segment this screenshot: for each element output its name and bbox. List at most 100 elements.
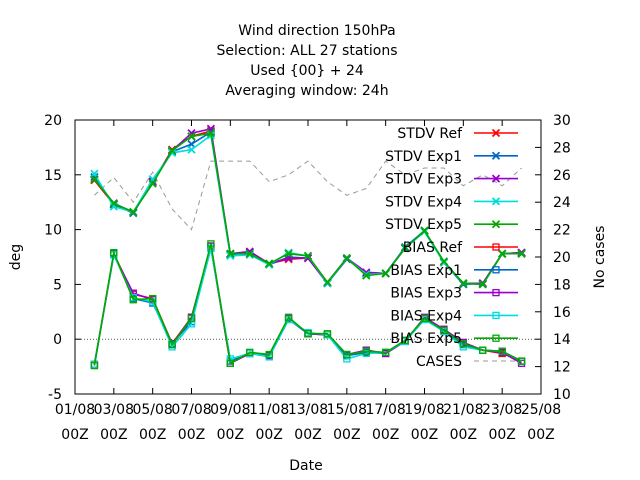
marker-stroke (226, 249, 235, 258)
legend-item: STDV Exp4 (385, 194, 518, 210)
point-marker (187, 314, 196, 323)
point-marker (207, 240, 215, 248)
marker-stroke (491, 197, 501, 206)
x-tick-label: 19/08 (404, 402, 444, 418)
marker-stroke (491, 220, 501, 229)
point-marker (265, 350, 273, 359)
legend-label: STDV Exp4 (385, 194, 462, 210)
point-marker (491, 151, 501, 160)
point-marker (90, 361, 99, 370)
legend-item: BIAS Exp5 (390, 331, 518, 347)
legend-item: BIAS Exp4 (390, 308, 518, 324)
point-marker (439, 257, 449, 266)
point-marker (420, 226, 429, 235)
marker-stroke (459, 279, 468, 288)
point-marker (492, 243, 500, 251)
y-tick-label: 0 (53, 332, 62, 348)
series-layer (90, 124, 526, 370)
marker-stroke (491, 174, 501, 183)
x-tick-label-time: 00Z (217, 427, 244, 443)
point-marker (226, 249, 235, 258)
point-marker (400, 244, 410, 253)
x-tick-label: 25/08 (521, 402, 561, 418)
legend-label: BIAS Exp3 (390, 286, 462, 302)
y2-tick-label: 20 (553, 250, 571, 266)
x-tick-label: 01/08 (55, 402, 95, 418)
marker-stroke (517, 249, 526, 258)
x-tick-label: 03/08 (94, 402, 134, 418)
point-marker (148, 179, 157, 188)
series-bias-exp5 (90, 240, 526, 370)
point-marker (440, 326, 448, 335)
point-marker (168, 341, 176, 349)
marker-stroke (187, 129, 196, 138)
point-marker (342, 253, 351, 263)
point-marker (362, 347, 370, 355)
x-tick-label-time: 00Z (61, 427, 88, 443)
y2-axis-label: No cases (592, 226, 608, 289)
x-tick-label-time: 00Z (372, 427, 399, 443)
y-tick-label: 15 (44, 168, 62, 184)
marker-stroke (323, 278, 332, 287)
marker-stroke (284, 249, 293, 258)
legend: STDV Ref STDV Exp1 STDV Exp3 STDV Exp4 STDV … (385, 126, 518, 370)
legend-item: CASES (416, 354, 518, 370)
y-axis-label: deg (8, 244, 24, 270)
point-marker (90, 172, 99, 182)
point-marker (491, 197, 501, 206)
marker-stroke (498, 249, 507, 258)
marker-stroke (439, 257, 449, 266)
legend-item: STDV Exp3 (385, 172, 518, 188)
point-marker (206, 129, 216, 138)
point-marker (303, 251, 313, 261)
x-tick-label: 13/08 (288, 402, 328, 418)
point-marker (362, 271, 371, 280)
point-marker (187, 132, 196, 141)
point-marker (401, 336, 409, 344)
marker-stroke (206, 129, 216, 138)
point-marker (479, 346, 487, 354)
point-marker (304, 330, 312, 338)
point-marker (420, 314, 429, 323)
y2-tick-label: 24 (553, 195, 571, 211)
y-axis-left: 20 15 10 5 0 -5 (44, 113, 541, 403)
legend-label: STDV Ref (397, 126, 463, 142)
series-line (93, 248, 522, 365)
point-marker (323, 278, 332, 287)
marker-stroke (342, 253, 351, 263)
marker-stroke (187, 145, 196, 154)
point-marker (459, 339, 467, 348)
x-tick-label: 07/08 (171, 402, 211, 418)
y2-tick-label: 10 (553, 387, 571, 403)
series-bias-ref (90, 242, 526, 369)
marker-stroke (381, 269, 390, 278)
y-axis-right: 30 28 26 24 22 20 18 16 14 12 10 (535, 113, 571, 403)
point-marker (246, 348, 254, 357)
x-tick-label-time: 00Z (527, 427, 554, 443)
point-marker (343, 355, 351, 363)
legend-label: STDV Exp1 (385, 149, 462, 165)
legend-label: BIAS Exp4 (390, 308, 462, 324)
series-cases (94, 160, 522, 231)
y-tick-label: 10 (44, 223, 62, 239)
series-line (93, 243, 522, 366)
x-tick-label-time: 00Z (488, 427, 515, 443)
x-tick-label-time: 00Z (255, 427, 282, 443)
legend-item: STDV Exp1 (385, 149, 518, 165)
point-marker (492, 288, 500, 297)
point-marker (498, 347, 506, 355)
point-marker (129, 296, 137, 304)
legend-label: STDV Exp3 (385, 172, 462, 188)
marker-stroke (303, 253, 313, 263)
point-marker (492, 266, 500, 274)
marker-stroke (187, 132, 196, 141)
point-marker (491, 174, 501, 183)
point-marker (498, 249, 507, 258)
point-marker (284, 249, 293, 258)
x-tick-label: 05/08 (132, 402, 172, 418)
title-line-3: Used {00} + 24 (250, 63, 364, 79)
point-marker (187, 145, 196, 154)
y2-tick-label: 16 (553, 305, 571, 321)
point-marker (323, 330, 332, 338)
point-marker (492, 311, 500, 320)
